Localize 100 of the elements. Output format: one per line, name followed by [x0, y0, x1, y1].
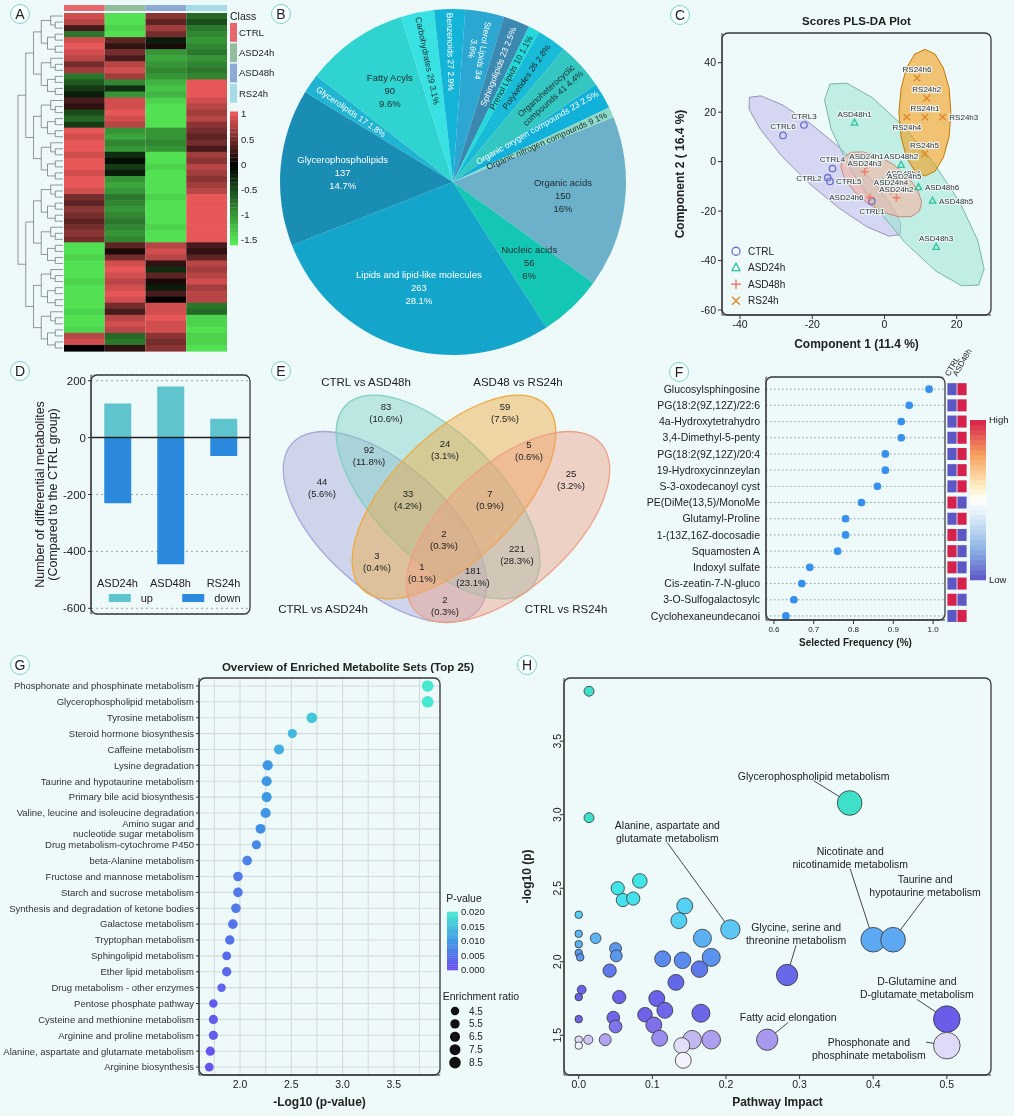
point [913, 74, 921, 82]
y-tick-label: 3,4-Dimethyl-5-penty [662, 431, 761, 444]
text: 92 (11.8%) [352, 444, 386, 468]
color-bar-label: 1 [241, 108, 247, 120]
x-tick-label: RS24h [206, 576, 241, 589]
y-tick-label: Arginine biosynthesis [104, 1061, 195, 1073]
x-tick-label: 0.7 [808, 624, 820, 634]
y-tick-label: 0 [710, 155, 717, 168]
x-tick-label: 0 [881, 317, 888, 330]
color-bar-label: 0.000 [461, 964, 485, 976]
y-tick-label: Steroid hormone biosynthesis [68, 727, 195, 739]
x-tick-label: 0.9 [887, 624, 900, 634]
point [932, 242, 940, 251]
point [881, 466, 890, 474]
y-tick-label: beta-Alanine metabolism [89, 854, 195, 866]
data-label: 137 14.7% [329, 166, 357, 191]
data-label: CTRL3 [791, 111, 818, 121]
y-tick-label: 3.0 [550, 807, 563, 823]
color-bar-title: P-value [446, 891, 482, 904]
data-label: ASD24h1 [849, 152, 885, 162]
data-label: ASD48h3 [918, 234, 954, 244]
x-tick-label: 3.0 [335, 1078, 351, 1091]
x-axis-title: -Log10 (p-value) [273, 1095, 366, 1110]
y-tick-label: -200 [62, 488, 86, 501]
point [868, 197, 876, 206]
y-tick-label: 200 [66, 374, 86, 387]
point [782, 612, 790, 620]
data-label: CTRL5 [836, 177, 862, 187]
point [823, 173, 832, 182]
text: 44 (5.6%) [308, 476, 336, 500]
data-label: 263 28.1% [405, 281, 433, 306]
data-label: CTRL4 [819, 155, 846, 165]
color-bar-label: 0.5 [241, 133, 255, 145]
y-tick-label: Ether lipid metabolism [100, 966, 195, 978]
data-label: ASD48h5 [939, 196, 974, 206]
text: RS24h [239, 87, 269, 99]
x-tick-label: ASD48h [150, 576, 191, 589]
bar [157, 437, 185, 565]
data-label: CTRL6 [770, 122, 797, 132]
text: ASD24h [239, 47, 275, 59]
y-tick-label: Amino sugar and nucleotide sugar metabolism [73, 818, 195, 840]
annotation: Glycerophospholipid metabolism [737, 769, 890, 782]
text: 33 (4.2%) [394, 488, 422, 512]
legend-title: Enrichment ratio [442, 989, 520, 1002]
y-tick-label: Synthesis and degradation of ketone bodies [9, 902, 195, 914]
data-label: ASD24h6 [829, 193, 865, 203]
point [841, 514, 850, 523]
text: 221 (28.3%) [500, 543, 534, 567]
point [897, 160, 905, 168]
letter-badge: E [271, 361, 291, 381]
y-tick-label: 1-(13Z,16Z-docosadie [656, 528, 761, 541]
data-label: 90 9.6% [378, 85, 402, 110]
x-tick-label: 2.5 [283, 1078, 299, 1091]
color-bar-label: 0.005 [461, 949, 485, 961]
y-axis-title: Number of differential metabolites (Compared to the CTRL group) [32, 401, 60, 588]
annotation: Fatty acid elongation [739, 1011, 837, 1024]
bar [104, 437, 132, 504]
text: 2 (0.3%) [431, 594, 459, 618]
y-tick-label: 19-Hydroxycinnzeylan [656, 463, 761, 476]
y-tick-label: Arginine and proline metabolism [58, 1029, 195, 1041]
point [779, 131, 787, 140]
legend-label: down [214, 591, 241, 604]
y-tick-label: S-3-oxodecanoyl cyst [659, 480, 761, 493]
point [805, 563, 814, 572]
slice-label: Nucleic acids [501, 243, 558, 255]
point [881, 450, 890, 458]
data-label: CTRL2 [796, 173, 823, 183]
point [789, 595, 798, 604]
text: 3 (0.4%) [363, 550, 391, 574]
slice-label: Glycerophospholipids [297, 153, 389, 165]
y-tick-label: Primary bile acid biosynthesis [68, 791, 195, 803]
point [897, 433, 906, 442]
annotation: D-Glutamine and D-glutamate metabolism [859, 975, 974, 1001]
y-tick-label: Glucosylsphingosine [663, 382, 761, 395]
point [828, 164, 837, 173]
legend-label: CTRL [748, 245, 775, 257]
color-bar-label: -1.5 [241, 234, 258, 246]
text: 2 (0.3%) [430, 528, 458, 552]
slice-label: Benzenoids 27 2.9% [444, 12, 457, 92]
point [902, 113, 911, 122]
text: CTRL vs ASD24h [278, 603, 368, 616]
y-tick-label: Drug metabolism - other enzymes [51, 981, 195, 993]
x-tick-label: 2.0 [232, 1078, 248, 1091]
legend-label: RS24h [748, 295, 779, 307]
y-tick-label: Taurine and hypotaurine metabolism [40, 775, 195, 787]
legend-label: 7.5 [469, 1044, 484, 1056]
y-tick-label: Glutamyl-Proline [682, 512, 761, 525]
color-bar-label: 0.020 [461, 906, 485, 918]
point [922, 94, 931, 103]
color-bar-label: -1 [241, 209, 250, 221]
text: 7 (0.9%) [476, 488, 504, 512]
legend-label: up [140, 591, 153, 604]
point [873, 482, 882, 491]
y-tick-label: 0 [79, 431, 86, 444]
y-tick-label: 40 [704, 56, 717, 69]
slice-label: Organic acids [533, 176, 593, 188]
bar [157, 386, 185, 438]
x-tick-label: 0.1 [645, 1078, 660, 1091]
color-bar-label: 0.015 [461, 920, 485, 932]
y-tick-label: Glycerophospholipid metabolism [56, 696, 195, 708]
